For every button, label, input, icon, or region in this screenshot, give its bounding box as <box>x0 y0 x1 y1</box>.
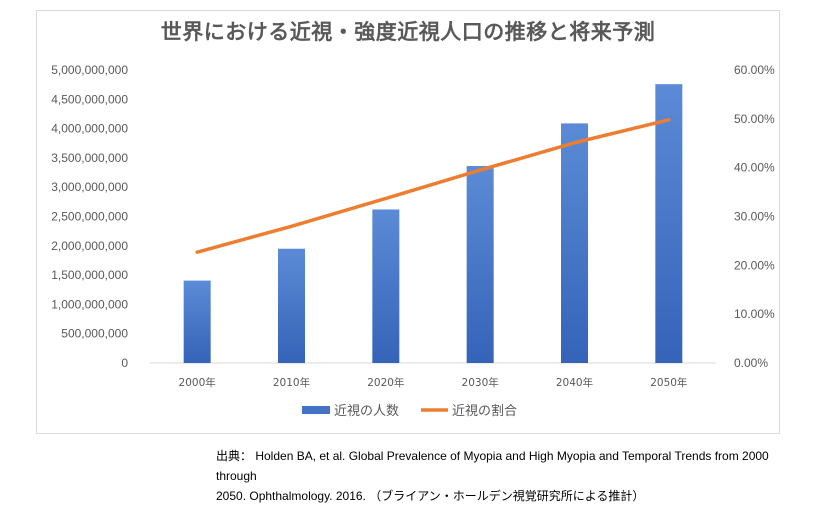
source-line-1: 出典： Holden BA, et al. Global Prevalence … <box>216 449 769 483</box>
bar <box>183 280 211 363</box>
left-axis: 0 500,000,000 1,000,000,000 1,500,000,000 2,… <box>51 63 128 370</box>
right-tick-label: 10.00% <box>734 307 775 321</box>
right-tick-label: 50.00% <box>734 112 775 126</box>
left-tick-label: 5,000,000,000 <box>51 63 128 77</box>
left-tick-label: 1,000,000,000 <box>51 297 128 311</box>
bar <box>655 84 683 363</box>
legend-label-line: 近視の割合 <box>452 403 517 419</box>
x-tick-label: 2030年 <box>462 376 499 389</box>
right-tick-label: 0.00% <box>734 356 768 370</box>
bar <box>278 248 305 363</box>
bar-series <box>183 84 683 363</box>
bar <box>372 209 400 363</box>
source-citation: 出典： Holden BA, et al. Global Prevalence … <box>216 446 786 506</box>
x-tick-label: 2020年 <box>367 376 404 389</box>
left-tick-label: 2,500,000,000 <box>51 210 128 224</box>
source-line-2: 2050. Ophthalmology. 2016. （ブライアン・ホールデン視… <box>216 489 645 503</box>
chart-title: 世界における近視・強度近視人口の推移と将来予測 <box>160 20 656 44</box>
legend-swatch-bar <box>302 406 330 414</box>
left-tick-label: 3,000,000,000 <box>51 180 128 194</box>
x-axis: 2000年 2010年 2020年 2030年 2040年 2050年 <box>179 376 688 389</box>
right-tick-label: 20.00% <box>734 258 775 272</box>
line-series <box>195 118 671 254</box>
left-tick-label: 4,500,000,000 <box>51 92 128 106</box>
left-tick-label: 1,500,000,000 <box>51 268 128 282</box>
bar <box>561 123 588 363</box>
bar <box>466 166 494 363</box>
left-tick-label: 500,000,000 <box>61 327 128 341</box>
left-tick-label: 0 <box>121 356 128 370</box>
right-tick-label: 60.00% <box>734 63 775 77</box>
left-tick-label: 4,000,000,000 <box>51 122 128 136</box>
line-series-path <box>195 118 671 254</box>
x-tick-label: 2040年 <box>556 376 593 389</box>
legend: 近視の人数 近視の割合 <box>302 403 517 419</box>
right-tick-label: 30.00% <box>734 210 775 224</box>
right-tick-label: 40.00% <box>734 161 775 175</box>
left-tick-label: 3,500,000,000 <box>51 151 128 165</box>
legend-label-bar: 近視の人数 <box>334 404 399 419</box>
x-tick-label: 2010年 <box>273 376 310 389</box>
x-tick-label: 2000年 <box>179 376 216 389</box>
right-axis: 0.00% 10.00% 20.00% 30.00% 40.00% 50.00% 60.00… <box>734 63 775 370</box>
x-tick-label: 2050年 <box>650 376 687 389</box>
left-tick-label: 2,000,000,000 <box>51 239 128 253</box>
